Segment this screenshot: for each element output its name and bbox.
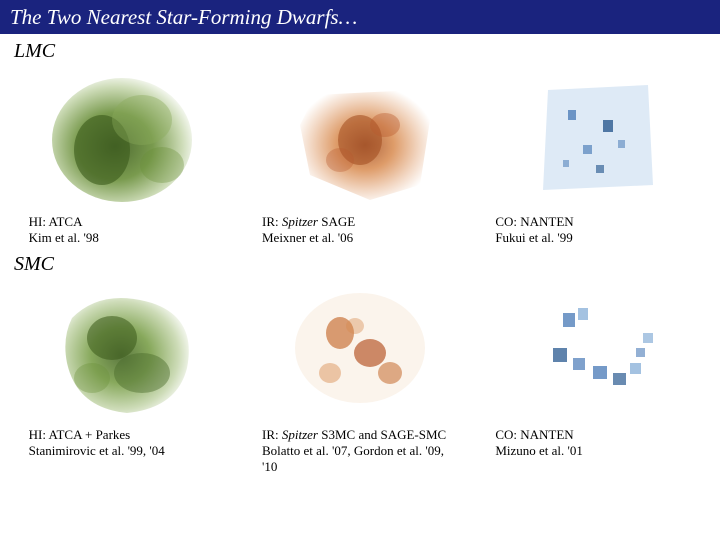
panel-smc-ir: IR: Spitzer S3MC and SAGE-SMC Bolatto et… [250,278,470,476]
caption-line: IR: Spitzer S3MC and SAGE-SMC [262,427,446,442]
caption-line: CO: NANTEN [495,427,573,442]
slide-title-bar: The Two Nearest Star-Forming Dwarfs… [0,0,720,34]
row-lmc: HI: ATCA Kim et al. '98 IR: Spitzer SAGE… [0,65,720,247]
caption-line: Stanimirovic et al. '99, '04 [29,443,165,458]
image-smc-co [508,278,678,423]
caption-line: Kim et al. '98 [29,230,99,245]
caption-line: Fukui et al. '99 [495,230,572,245]
caption-line: IR: Spitzer SAGE [262,214,355,229]
caption-lmc-co: CO: NANTEN Fukui et al. '99 [483,210,703,247]
caption-smc-co: CO: NANTEN Mizuno et al. '01 [483,423,703,460]
image-lmc-co [508,65,678,210]
image-lmc-ir [275,65,445,210]
caption-lmc-hi: HI: ATCA Kim et al. '98 [17,210,237,247]
panel-smc-co: CO: NANTEN Mizuno et al. '01 [483,278,703,460]
panel-lmc-co: CO: NANTEN Fukui et al. '99 [483,65,703,247]
image-lmc-hi [42,65,212,210]
image-smc-ir [275,278,445,423]
caption-line: HI: ATCA [29,214,83,229]
panel-lmc-hi: HI: ATCA Kim et al. '98 [17,65,237,247]
row-smc: HI: ATCA + Parkes Stanimirovic et al. '9… [0,278,720,476]
caption-line: Meixner et al. '06 [262,230,353,245]
section-label-smc: SMC [0,247,720,278]
caption-line: HI: ATCA + Parkes [29,427,131,442]
panel-lmc-ir: IR: Spitzer SAGE Meixner et al. '06 [250,65,470,247]
caption-line: CO: NANTEN [495,214,573,229]
caption-line: Mizuno et al. '01 [495,443,583,458]
section-label-lmc: LMC [0,34,720,65]
caption-smc-ir: IR: Spitzer S3MC and SAGE-SMC Bolatto et… [250,423,470,476]
caption-smc-hi: HI: ATCA + Parkes Stanimirovic et al. '9… [17,423,237,460]
slide-title: The Two Nearest Star-Forming Dwarfs… [10,5,357,30]
caption-lmc-ir: IR: Spitzer SAGE Meixner et al. '06 [250,210,470,247]
caption-line: Bolatto et al. '07, Gordon et al. '09, '… [262,443,444,474]
image-smc-hi [42,278,212,423]
panel-smc-hi: HI: ATCA + Parkes Stanimirovic et al. '9… [17,278,237,460]
